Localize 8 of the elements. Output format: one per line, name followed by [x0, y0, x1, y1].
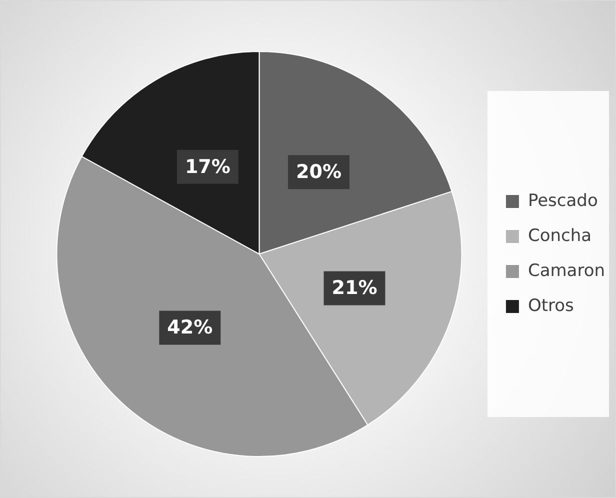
legend-label: Concha — [528, 226, 592, 246]
data-label: 21% — [332, 277, 378, 300]
data-label: 42% — [167, 316, 213, 339]
legend-label: Pescado — [528, 190, 598, 211]
data-label: 17% — [184, 156, 230, 178]
data-label: 20% — [296, 161, 342, 184]
legend-label: Camaron — [528, 260, 606, 281]
legend-label: Otros — [528, 296, 574, 316]
